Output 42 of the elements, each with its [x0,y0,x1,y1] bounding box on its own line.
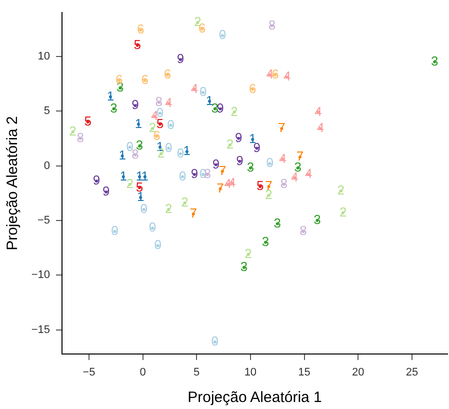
series-label: 5 [84,114,92,129]
x-tick-label: 15 [298,366,310,379]
series-label: 6 [141,72,149,88]
text: 6 [136,22,144,37]
x-tick-label: −5 [82,366,96,379]
text: 6 [153,128,160,143]
text: 0 [148,220,156,235]
text: 4 [190,80,198,96]
series-label: 3 [314,212,321,228]
y-tick-label: −15 [31,324,50,336]
text: 0 [178,168,186,184]
text: 0 [167,116,174,132]
text: 0 [164,140,172,155]
text: 0 [199,84,207,100]
x-tick-label: 20 [352,366,364,379]
text: 0 [140,201,148,216]
text: 5 [256,178,264,194]
y-tick-label: 5 [44,105,50,118]
text: 0 [211,334,219,349]
x-tick-label: 0 [140,366,146,379]
x-tick-label: 10 [244,366,257,379]
y-tick-label: −5 [37,214,50,227]
text: 3 [246,160,254,175]
text: 6 [272,66,279,82]
text: 3 [240,259,248,274]
text: 6 [164,66,172,82]
series-label: 0 [266,155,274,170]
text: 0 [218,27,226,42]
y-axis-title: Projeção Aleatória 2 [4,116,22,250]
text: 6 [248,80,256,96]
text: 6 [198,20,206,36]
y-tick-label: −10 [31,269,50,282]
y-tick-label: 10 [38,50,50,62]
x-tick-label: 25 [406,366,418,379]
text: 0 [176,145,184,160]
x-tick-label: 5 [194,366,200,379]
x-axis-title: Projeção Aleatória 1 [188,389,322,406]
text: 0 [154,237,162,252]
text: 0 [126,138,134,154]
text: 0 [111,223,118,238]
y-tick-label: 0 [44,160,50,172]
text: 5 [134,37,141,52]
